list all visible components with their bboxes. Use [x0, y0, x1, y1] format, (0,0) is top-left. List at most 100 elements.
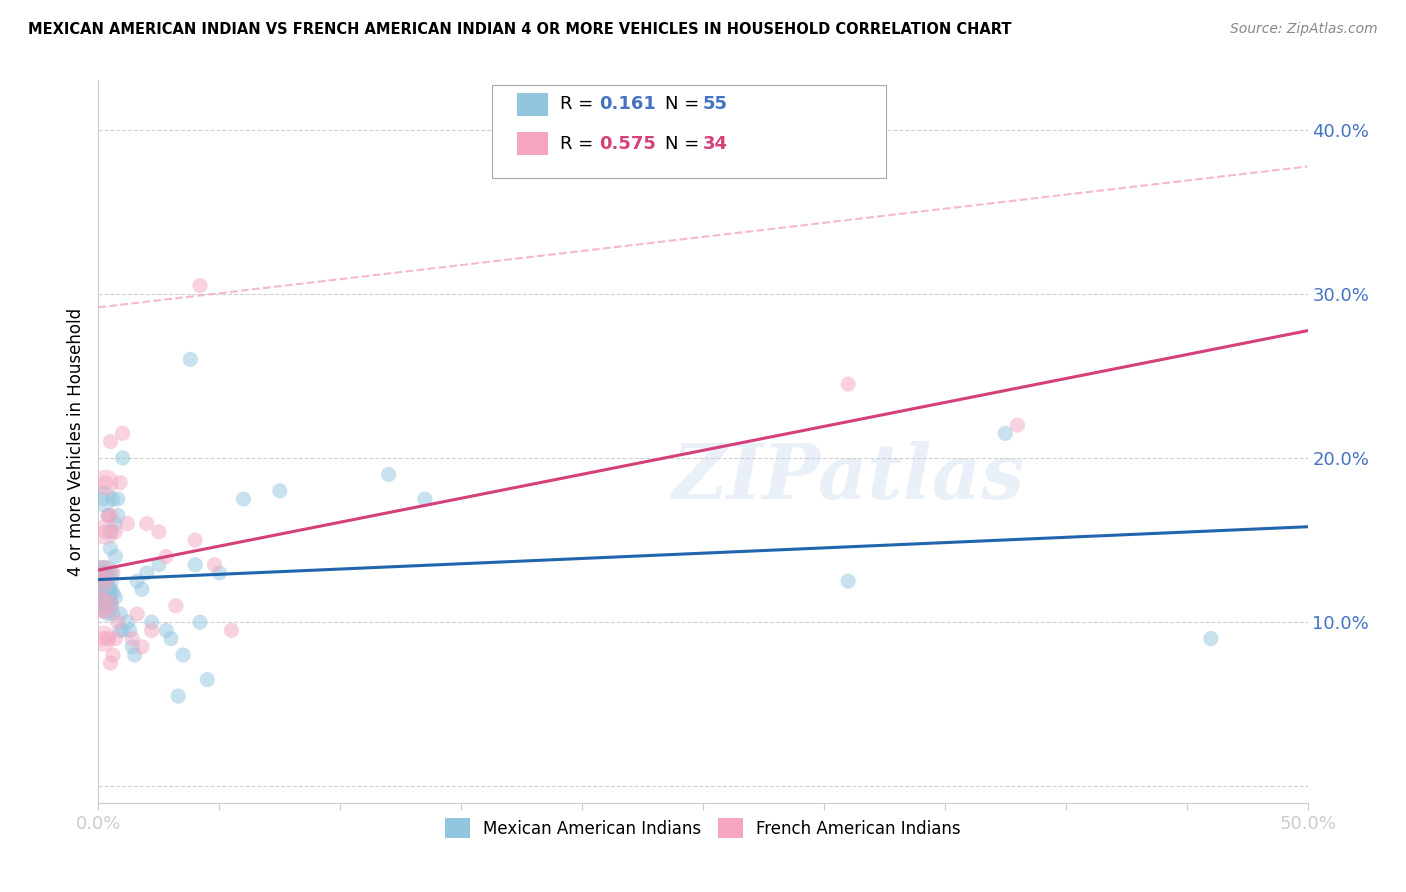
Point: [121, 632, 143, 646]
Point: [179, 352, 201, 367]
Point: [100, 657, 122, 671]
Point: [104, 524, 127, 539]
Point: [100, 508, 122, 523]
Point: [135, 566, 157, 580]
Point: [94, 524, 117, 539]
Point: [90, 591, 112, 605]
Point: [104, 549, 127, 564]
Point: [111, 450, 134, 465]
Point: [141, 615, 163, 630]
Point: [107, 508, 129, 523]
Point: [124, 648, 146, 662]
Point: [100, 599, 122, 613]
Text: 0.575: 0.575: [599, 135, 655, 153]
Point: [91, 491, 114, 506]
Point: [94, 599, 117, 613]
Text: N =: N =: [665, 95, 704, 113]
Text: MEXICAN AMERICAN INDIAN VS FRENCH AMERICAN INDIAN 4 OR MORE VEHICLES IN HOUSEHOL: MEXICAN AMERICAN INDIAN VS FRENCH AMERIC…: [28, 22, 1012, 37]
Point: [111, 624, 134, 638]
Point: [91, 566, 114, 580]
Point: [204, 558, 226, 572]
Point: [94, 475, 117, 490]
Point: [148, 524, 170, 539]
Point: [97, 508, 120, 523]
Point: [108, 607, 131, 621]
Point: [91, 632, 114, 646]
Point: [101, 585, 124, 599]
Point: [167, 689, 190, 703]
Point: [101, 491, 124, 506]
Point: [97, 607, 120, 621]
Point: [90, 599, 112, 613]
Point: [111, 426, 134, 441]
Point: [91, 585, 114, 599]
Point: [184, 558, 207, 572]
Point: [94, 599, 117, 613]
Point: [94, 566, 117, 580]
Point: [108, 475, 131, 490]
Point: [90, 599, 112, 613]
Point: [184, 533, 207, 547]
Point: [101, 566, 124, 580]
Point: [121, 640, 143, 654]
Point: [97, 591, 120, 605]
Point: [118, 624, 141, 638]
Point: [208, 566, 231, 580]
Point: [94, 591, 117, 605]
Point: [131, 640, 153, 654]
Point: [94, 574, 117, 588]
Point: [97, 632, 120, 646]
Point: [148, 558, 170, 572]
Point: [91, 591, 114, 605]
Y-axis label: 4 or more Vehicles in Household: 4 or more Vehicles in Household: [66, 308, 84, 575]
Point: [94, 524, 117, 539]
Text: R =: R =: [560, 135, 605, 153]
Point: [135, 516, 157, 531]
Point: [165, 599, 187, 613]
Point: [117, 615, 139, 630]
Point: [91, 582, 114, 597]
Point: [101, 648, 124, 662]
Point: [104, 632, 127, 646]
Point: [117, 516, 139, 531]
Point: [91, 582, 114, 597]
Text: R =: R =: [560, 95, 605, 113]
Point: [90, 574, 112, 588]
Point: [91, 585, 114, 599]
Point: [221, 624, 243, 638]
Point: [91, 591, 114, 605]
Point: [131, 582, 153, 597]
Point: [90, 591, 112, 605]
Point: [94, 591, 117, 605]
Point: [188, 278, 211, 293]
Point: [1007, 418, 1029, 433]
Point: [94, 566, 117, 580]
Point: [90, 566, 112, 580]
Point: [160, 632, 183, 646]
Point: [155, 549, 177, 564]
Point: [155, 624, 177, 638]
Point: [101, 607, 124, 621]
Point: [94, 574, 117, 588]
Point: [91, 566, 114, 580]
Point: [97, 582, 120, 597]
Point: [104, 516, 127, 531]
Point: [94, 599, 117, 613]
Point: [837, 377, 859, 392]
Point: [107, 615, 129, 630]
Point: [195, 673, 218, 687]
Legend: Mexican American Indians, French American Indians: Mexican American Indians, French America…: [439, 812, 967, 845]
Point: [377, 467, 399, 482]
Text: 0.161: 0.161: [599, 95, 655, 113]
Point: [97, 508, 120, 523]
Point: [107, 491, 129, 506]
Point: [100, 582, 122, 597]
Point: [269, 483, 291, 498]
Point: [100, 541, 122, 556]
Point: [413, 491, 436, 506]
Text: ZIPatlas: ZIPatlas: [672, 441, 1025, 515]
Text: 34: 34: [703, 135, 728, 153]
Point: [127, 574, 149, 588]
Point: [91, 491, 114, 506]
Point: [837, 574, 859, 588]
